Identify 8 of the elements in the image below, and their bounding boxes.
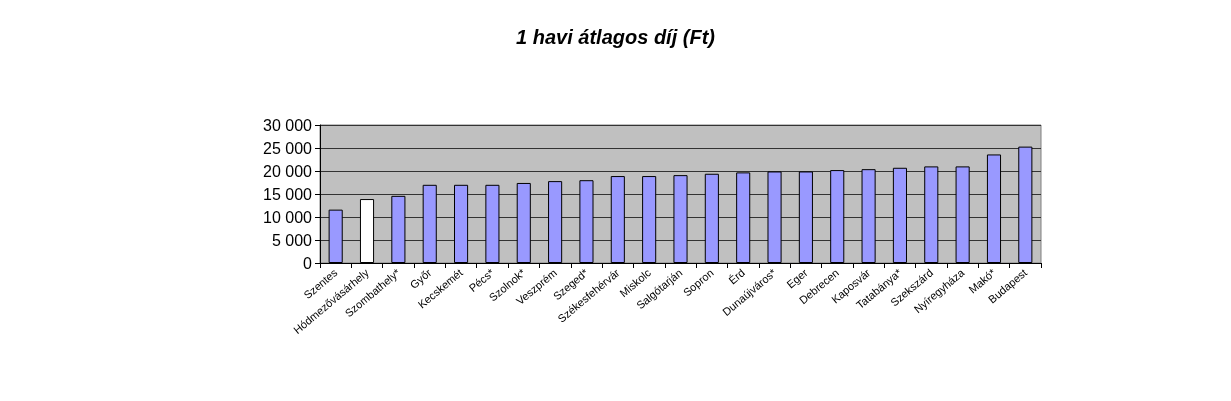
y-tick-label: 10 000 — [263, 208, 313, 226]
y-tick-label: 25 000 — [263, 139, 313, 157]
y-tick-label: 0 — [303, 254, 313, 272]
y-tick-label: 15 000 — [263, 185, 313, 203]
y-tick-label: 30 000 — [263, 116, 313, 134]
chart-title: 1 havi átlagos díj (Ft) — [516, 26, 716, 48]
y-tick-label: 20 000 — [263, 162, 313, 180]
y-tick-label: 5 000 — [271, 231, 313, 249]
